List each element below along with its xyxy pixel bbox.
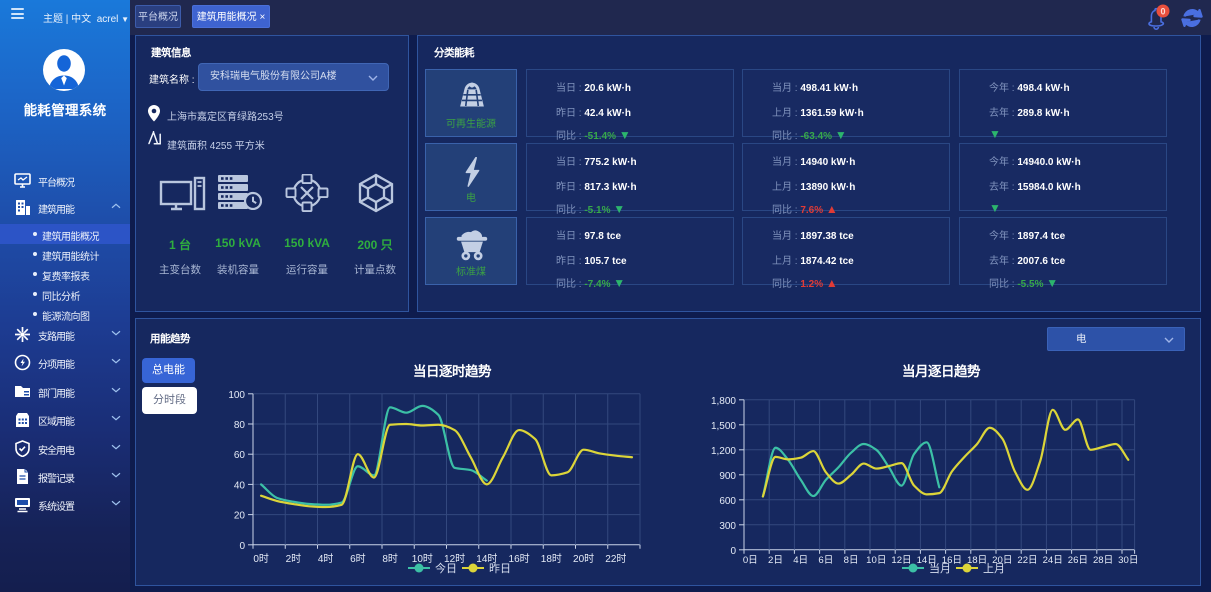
svg-text:10日: 10日 — [866, 555, 886, 566]
svg-text:10时: 10时 — [412, 553, 433, 565]
svg-text:40: 40 — [234, 480, 246, 491]
svg-text:12日: 12日 — [891, 555, 911, 566]
svg-text:900: 900 — [719, 471, 736, 482]
svg-text:18时: 18时 — [541, 553, 562, 565]
svg-text:6时: 6时 — [350, 553, 366, 565]
svg-text:上月: 上月 — [983, 562, 1005, 575]
svg-text:22日: 22日 — [1017, 555, 1037, 566]
svg-text:20时: 20时 — [573, 553, 594, 565]
svg-text:2日: 2日 — [768, 555, 783, 566]
svg-text:0日: 0日 — [743, 555, 758, 566]
svg-text:0: 0 — [730, 546, 736, 557]
svg-text:20日: 20日 — [992, 555, 1012, 566]
svg-text:28日: 28日 — [1093, 555, 1113, 566]
svg-text:1,500: 1,500 — [711, 421, 736, 432]
svg-text:100: 100 — [228, 390, 245, 401]
svg-text:22时: 22时 — [605, 553, 626, 565]
svg-text:0时: 0时 — [253, 553, 269, 565]
svg-text:14时: 14时 — [476, 553, 497, 565]
svg-text:昨日: 昨日 — [489, 562, 511, 575]
svg-text:8时: 8时 — [382, 553, 398, 565]
svg-text:600: 600 — [719, 496, 736, 507]
svg-text:2时: 2时 — [286, 553, 302, 565]
svg-text:12时: 12时 — [444, 553, 465, 565]
svg-text:60: 60 — [234, 450, 246, 461]
svg-text:14日: 14日 — [917, 555, 937, 566]
svg-text:80: 80 — [234, 420, 246, 431]
svg-text:8日: 8日 — [844, 555, 859, 566]
svg-text:1,200: 1,200 — [711, 446, 736, 457]
svg-text:1,800: 1,800 — [711, 396, 736, 407]
svg-text:0: 0 — [239, 541, 245, 552]
svg-text:0: 0 — [1160, 6, 1165, 16]
svg-text:当月: 当月 — [929, 561, 951, 575]
svg-text:16日: 16日 — [942, 555, 962, 566]
svg-text:18日: 18日 — [967, 555, 987, 566]
svg-text:20: 20 — [234, 511, 246, 522]
svg-text:4日: 4日 — [793, 555, 808, 566]
svg-text:24日: 24日 — [1043, 555, 1063, 566]
svg-text:16时: 16时 — [509, 553, 530, 565]
svg-text:今日: 今日 — [435, 561, 457, 575]
svg-text:6日: 6日 — [818, 555, 833, 566]
svg-text:30日: 30日 — [1118, 555, 1138, 566]
svg-text:4时: 4时 — [318, 553, 334, 565]
svg-text:26日: 26日 — [1068, 555, 1088, 566]
svg-text:300: 300 — [719, 521, 736, 532]
